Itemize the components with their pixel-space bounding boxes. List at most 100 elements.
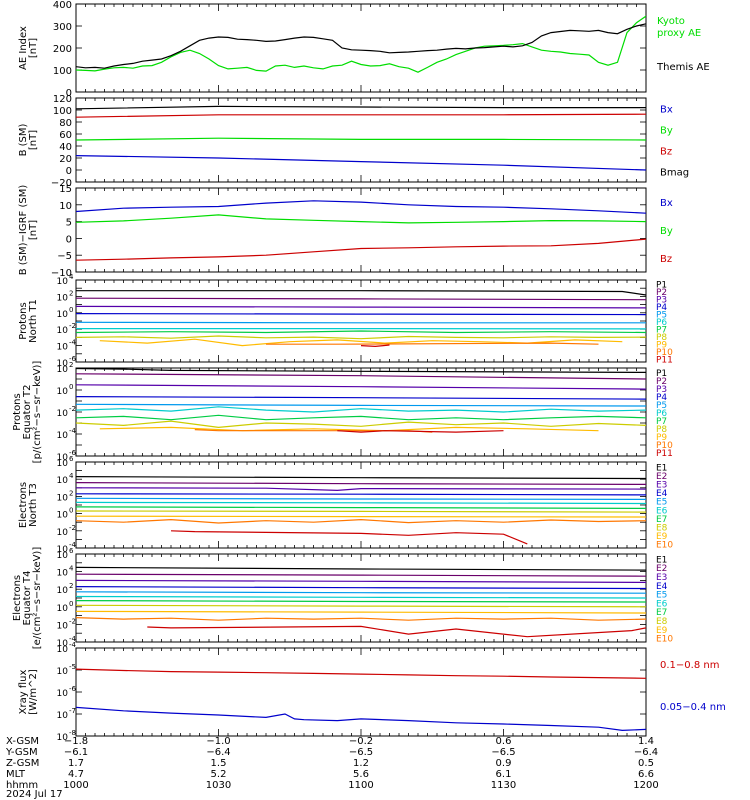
- legend-item: E4: [656, 489, 668, 499]
- y-tick-label: 400: [53, 0, 72, 11]
- series-line-p1: [76, 368, 646, 373]
- series-line-bx: [76, 155, 646, 171]
- legend-kyoto-line1: Kyoto: [657, 16, 685, 27]
- legend-item: E7: [656, 608, 667, 618]
- orbit-value: 0.9: [496, 758, 512, 769]
- legend-item: P4: [656, 393, 667, 403]
- orbit-value: 1200: [633, 780, 658, 791]
- y-axis-label: North T1: [28, 299, 39, 343]
- y-tick-label: 10: [57, 545, 69, 555]
- y-tick-label: 10: [57, 667, 69, 677]
- legend-item: P8: [656, 425, 667, 435]
- y-axis-label: Electrons: [18, 482, 29, 528]
- orbit-value: 4.7: [68, 769, 84, 780]
- y-axis-label: Protons: [18, 302, 29, 339]
- series-line-e3: [76, 579, 646, 584]
- legend-item: Bx: [660, 198, 673, 209]
- y-axis-label: Equator T2: [22, 385, 33, 440]
- legend-item: Bz: [660, 147, 672, 158]
- legend-item: 0.05−0.4 nm: [660, 702, 726, 713]
- legend-item: P3: [656, 385, 667, 395]
- orbit-row-label: hhmm: [6, 780, 38, 791]
- y-tick-exponent: -6: [69, 449, 77, 457]
- legend-item: P6: [656, 409, 667, 419]
- legend-item: E3: [656, 573, 667, 583]
- legend-item: P3: [656, 296, 667, 306]
- y-tick-label: 0: [66, 166, 72, 177]
- legend-item: By: [660, 126, 673, 137]
- legend-item: By: [660, 226, 673, 237]
- series-line-e8: [76, 604, 646, 608]
- legend-item: E9: [656, 532, 668, 542]
- legend-item: E8: [656, 617, 668, 627]
- orbit-value: −6.5: [349, 747, 373, 758]
- legend-item: E4: [656, 582, 668, 592]
- orbit-value: 1130: [491, 780, 516, 791]
- orbit-value: 1.7: [68, 758, 84, 769]
- orbit-value: 6.6: [638, 769, 654, 780]
- panel-frame: [75, 367, 647, 457]
- y-axis-label: [e/(cm²−s−sr−keV)]: [32, 547, 43, 650]
- legend-item: P9: [656, 433, 667, 443]
- series-line-p4: [76, 313, 646, 316]
- y-tick-label: 10: [57, 293, 69, 303]
- y-tick-label: 10: [57, 569, 69, 579]
- orbit-value: 1.4: [638, 736, 654, 747]
- series-line-e5: [76, 497, 646, 500]
- legend-item: E7: [656, 515, 667, 525]
- orbit-row-label: MLT: [6, 769, 26, 780]
- series-line-unlabeled: [147, 625, 646, 638]
- legend-item: P5: [656, 311, 667, 321]
- series-line-0-05-0-4-nm: [76, 706, 646, 732]
- series-line-bz: [76, 238, 646, 261]
- series-line-e10: [76, 518, 646, 524]
- series-line-p11: [360, 344, 390, 348]
- y-axis-label: Equator T4: [22, 571, 33, 626]
- series-line-p8: [76, 420, 646, 429]
- series-line-bmag: [76, 105, 646, 110]
- y-tick-exponent: -2: [69, 322, 76, 330]
- series-line-by: [76, 214, 646, 224]
- series-line-p9: [99, 426, 599, 432]
- orbit-value: −6.4: [206, 747, 230, 758]
- y-tick-label: 10: [57, 359, 69, 369]
- legend-item: P8: [656, 333, 667, 343]
- legend-item: P7: [656, 325, 667, 335]
- orbit-value: 6.1: [496, 769, 512, 780]
- series-line-p4: [76, 396, 646, 400]
- panel-frame: [75, 647, 647, 737]
- y-tick-label: −20: [51, 178, 72, 189]
- series-line-e9: [76, 610, 646, 614]
- series-line-p7: [76, 414, 646, 421]
- series-line-p9: [99, 338, 623, 347]
- panel-frame: [75, 3, 647, 93]
- orbit-row-label: X-GSM: [6, 736, 39, 747]
- y-tick-exponent: 4: [69, 472, 74, 480]
- y-tick-exponent: -7: [69, 707, 76, 715]
- series-line-p3: [76, 384, 646, 390]
- y-tick-exponent: -2: [69, 524, 76, 532]
- legend-item: Bmag: [660, 168, 689, 179]
- y-tick-label: 100: [53, 66, 72, 77]
- y-tick-exponent: 4: [69, 565, 74, 573]
- series-line-0-1-0-8-nm: [76, 668, 646, 679]
- legend-item: P10: [656, 441, 673, 451]
- y-tick-exponent: 0: [69, 306, 73, 314]
- series-line-p1: [76, 290, 646, 296]
- series-line-e9: [76, 515, 646, 518]
- y-tick-exponent: -4: [69, 427, 77, 435]
- legend-item: P7: [656, 417, 667, 427]
- series-line-e10: [76, 617, 646, 621]
- y-tick-label: 40: [59, 142, 72, 153]
- y-tick-label: 10: [57, 511, 69, 521]
- orbit-value: 1000: [63, 780, 88, 791]
- orbit-value: 1.2: [353, 758, 369, 769]
- legend-item: E3: [656, 481, 667, 491]
- y-tick-exponent: 2: [69, 361, 73, 369]
- legend-item: E6: [656, 506, 668, 516]
- series-line-p3: [76, 305, 646, 309]
- series-line-e6: [76, 595, 646, 599]
- series-line-kyoto-proxy-ae: [76, 15, 646, 73]
- legend-item: Bx: [660, 105, 673, 116]
- orbit-value: −6.5: [491, 747, 515, 758]
